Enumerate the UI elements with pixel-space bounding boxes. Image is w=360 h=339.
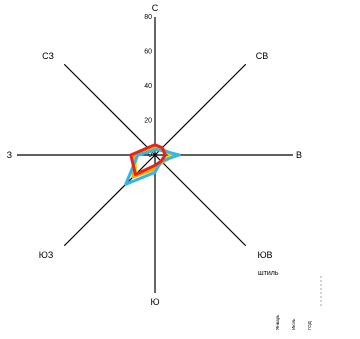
- direction-label: СЗ: [42, 51, 54, 61]
- direction-labels: С СВ В ЮВ Ю ЮЗ З СЗ: [7, 3, 302, 307]
- series-polygon-0: [129, 143, 167, 176]
- direction-label: Ю: [150, 297, 159, 307]
- radial-tick-label: 60: [144, 49, 152, 56]
- radial-tick-label: 0: [148, 152, 152, 159]
- calm-marker-dot: [320, 296, 322, 298]
- calm-marker-dot: [320, 284, 322, 286]
- calm-marker-dot: [320, 300, 322, 302]
- series-polygons: [124, 143, 181, 186]
- axis-line-7: [63, 63, 156, 156]
- series-polygon-1: [124, 148, 181, 186]
- legend-label: Июль: [291, 318, 296, 330]
- legend-label: ГОД: [307, 321, 312, 330]
- radial-tick-label: 40: [144, 83, 152, 90]
- calm-marker-dot: [320, 280, 322, 282]
- radial-tick-label: 80: [144, 14, 152, 21]
- calm-label: штиль: [258, 270, 279, 277]
- legend-label: Январь: [275, 314, 280, 330]
- direction-label: В: [296, 150, 302, 160]
- direction-label: ЮВ: [257, 250, 272, 260]
- calm-marker-dot: [320, 292, 322, 294]
- direction-label: ЮЗ: [39, 250, 54, 260]
- calm-marker-dot: [320, 276, 322, 278]
- radial-tick-labels: 0 20 40 60 80: [144, 14, 152, 159]
- calm-marker-dot: [320, 288, 322, 290]
- radial-tick-label: 20: [144, 118, 152, 125]
- direction-axes: [17, 17, 293, 293]
- axis-line-1: [154, 63, 247, 156]
- axis-line-5: [63, 154, 156, 247]
- direction-label: СВ: [256, 51, 269, 61]
- axis-line-3: [154, 154, 247, 247]
- legend: Январь Июль ГОД: [275, 276, 322, 330]
- direction-label: С: [152, 3, 159, 13]
- calm-marker-dot: [320, 304, 322, 306]
- direction-label: З: [7, 150, 12, 160]
